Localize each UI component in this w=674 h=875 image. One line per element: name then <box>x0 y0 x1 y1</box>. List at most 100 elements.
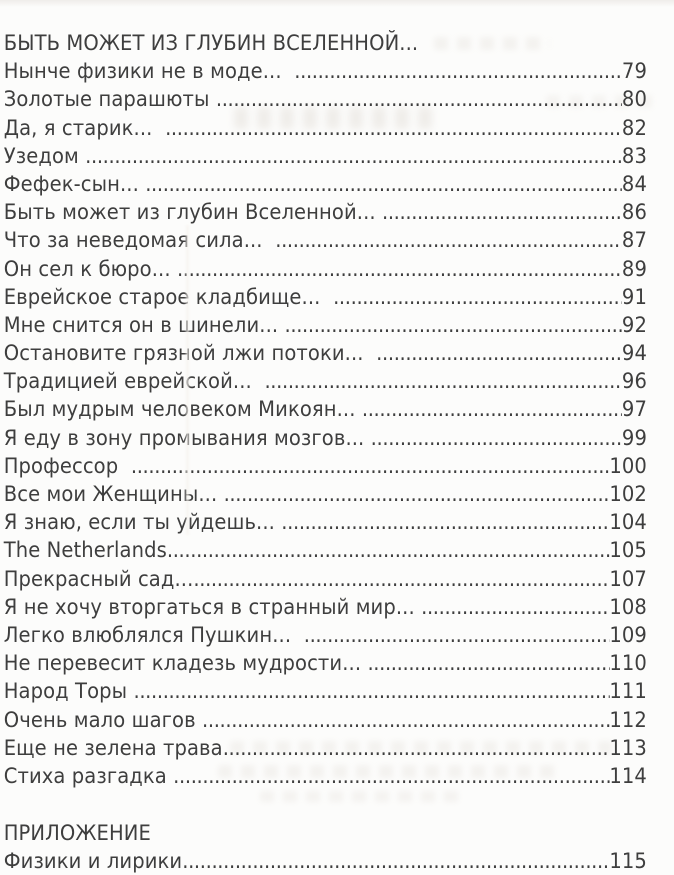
toc-entry: Традицией еврейской... .................… <box>4 367 647 395</box>
toc-entry-page: 110 <box>609 651 647 676</box>
toc-entry-page: 111 <box>609 679 647 704</box>
toc-entry-title: Легко влюблялся Пушкин... <box>3 622 304 647</box>
toc-entry: Не перевесит кладезь мудрости... .......… <box>4 649 647 677</box>
dot-leader: ........................................… <box>145 171 622 196</box>
toc-entry-page: 114 <box>609 763 647 788</box>
toc-entry-title: Народ Торы <box>3 679 134 704</box>
toc-entry: Что за неведомая сила... ...............… <box>4 226 647 254</box>
dot-leader: ........................................… <box>275 228 622 253</box>
toc-entry-title: Не перевесит кладезь мудрости... <box>3 651 368 676</box>
toc-entry-page: 84 <box>621 171 647 196</box>
toc-entry: Остановите грязной лжи потоки... .......… <box>4 339 647 367</box>
appendix-entry-list: Физики и лирики.........................… <box>4 847 647 875</box>
toc-entry: Еще не зелена трава.....................… <box>4 734 647 762</box>
toc-entry-title: Был мудрым человеком Микоян... <box>3 397 362 422</box>
toc-entry-page: 104 <box>609 510 647 535</box>
toc-entry: Был мудрым человеком Микоян... .........… <box>4 395 647 423</box>
dot-leader: ........................................… <box>130 453 610 478</box>
toc-entry-title: Стиха разгадка <box>3 763 174 788</box>
toc-entry-page: 94 <box>621 341 647 366</box>
toc-entry: Он сел к бюро... .......................… <box>4 255 647 283</box>
dot-leader: ........................................… <box>215 87 622 112</box>
toc-entry: Еврейское старое кладбище... ...........… <box>4 283 647 311</box>
toc-entry-title: Физики и лирики <box>3 849 183 874</box>
toc-entry: Фефек-сын... ...........................… <box>4 170 647 198</box>
toc-entry-page: 112 <box>609 707 647 732</box>
toc-entry-title: The Netherlands <box>3 538 167 563</box>
toc-entry-title: Еще не зелена трава <box>3 735 223 760</box>
dot-leader: ........................................… <box>223 482 610 507</box>
toc-entry-title: Фефек-сын... <box>3 171 146 196</box>
toc-entry-title: Я не хочу вторгаться в странный мир... <box>3 594 422 619</box>
toc-entry-page: 82 <box>621 115 647 140</box>
dot-leader: ........................................… <box>333 284 622 309</box>
toc-entry-title: Остановите грязной лжи потоки... <box>3 341 377 366</box>
toc-entry: Стиха разгадка .........................… <box>4 762 647 790</box>
toc-entry-page: 97 <box>621 397 647 422</box>
toc-entry: Я знаю, если ты уйдешь... ..............… <box>4 508 647 536</box>
toc-entry-page: 83 <box>621 143 647 168</box>
toc-entry-page: 108 <box>609 594 647 619</box>
dot-leader: ........................................… <box>370 425 622 450</box>
dot-leader: ........................................… <box>264 369 621 394</box>
toc-entry-title: Что за неведомая сила... <box>3 228 276 253</box>
dot-leader: ........................................… <box>193 566 609 591</box>
dot-leader: ........................................… <box>182 849 609 874</box>
dot-leader: ........................................… <box>421 594 609 619</box>
toc-entry-title: Еврейское старое кладбище... <box>3 284 334 309</box>
dot-leader: ........................................… <box>376 341 622 366</box>
toc-entry-title: Очень мало шагов <box>3 707 203 732</box>
toc-entry-title: Да, я старик... <box>3 115 166 140</box>
dot-leader: ........................................… <box>222 735 610 760</box>
dot-leader: ........................................… <box>361 397 622 422</box>
toc-entry: Легко влюблялся Пушкин... ..............… <box>4 621 647 649</box>
toc-entry-page: 105 <box>609 538 647 563</box>
toc-entry-page: 79 <box>621 59 647 84</box>
toc-entry-page: 113 <box>609 735 647 760</box>
toc-entry: Мне снится он в шинели... ..............… <box>4 311 647 339</box>
dot-leader: ........................................… <box>382 200 622 225</box>
toc-entry-title: Быть может из глубин Вселенной... <box>3 200 383 225</box>
dot-leader: ........................................… <box>173 763 610 788</box>
dot-leader: ........................................… <box>294 59 622 84</box>
dot-leader: ........................................… <box>133 679 610 704</box>
toc-entry-page: 115 <box>609 849 647 874</box>
toc-entry: Прекрасный сад..........................… <box>4 565 647 593</box>
toc-entry-title: Я еду в зону промывания мозгов... <box>3 425 371 450</box>
toc-entry-list: Нынче физики не в моде... ..............… <box>4 57 647 790</box>
toc-entry: The Netherlands.........................… <box>4 536 647 564</box>
toc-entry-page: 91 <box>621 284 647 309</box>
toc-entry: Народ Торы .............................… <box>4 677 647 705</box>
section-heading: БЫТЬ МОЖЕТ ИЗ ГЛУБИН ВСЕЛЕННОЙ... <box>3 31 419 55</box>
toc-entry-page: 100 <box>609 453 647 478</box>
toc-entry-page: 86 <box>621 200 647 225</box>
toc-entry: Узедом .................................… <box>4 142 647 170</box>
toc-entry-page: 89 <box>621 256 647 281</box>
toc-entry-title: Я знаю, если ты уйдешь... <box>3 510 282 535</box>
toc-entry: Да, я старик... ........................… <box>4 114 647 142</box>
toc-entry: Профессор ..............................… <box>4 452 647 480</box>
section-gap <box>4 790 647 819</box>
toc-entry-title: Узедом <box>3 143 86 168</box>
toc-entry-page: 109 <box>609 622 647 647</box>
toc-entry-title: Мне снится он в шинели... <box>3 312 285 337</box>
toc-entry: Я еду в зону промывания мозгов... ......… <box>4 424 647 452</box>
appendix-heading: ПРИЛОЖЕНИЕ <box>3 821 151 846</box>
dot-leader: ........................................… <box>166 538 610 563</box>
toc-entry-page: 92 <box>621 312 647 337</box>
dot-leader: ........................................… <box>367 651 609 676</box>
toc-entry-page: 99 <box>621 425 647 450</box>
toc-entry-title: Традицией еврейской... <box>3 369 265 394</box>
dot-leader: ........................................… <box>284 312 622 337</box>
toc-entry-title: Он сел к бюро... <box>3 256 177 281</box>
toc-entry: Все мои Женщины... .....................… <box>4 480 647 508</box>
toc-entry-title: Профессор <box>3 453 131 478</box>
toc-entry: Быть может из глубин Вселенной... ......… <box>4 198 647 226</box>
toc-entry: Золотые парашюты .......................… <box>4 85 647 113</box>
dot-leader: ........................................… <box>202 707 609 732</box>
toc-content: БЫТЬ МОЖЕТ ИЗ ГЛУБИН ВСЕЛЕННОЙ... Нынче … <box>3 31 647 875</box>
dot-leader: ........................................… <box>281 510 609 535</box>
toc-entry-page: 96 <box>621 369 647 394</box>
toc-entry-page: 87 <box>621 228 647 253</box>
